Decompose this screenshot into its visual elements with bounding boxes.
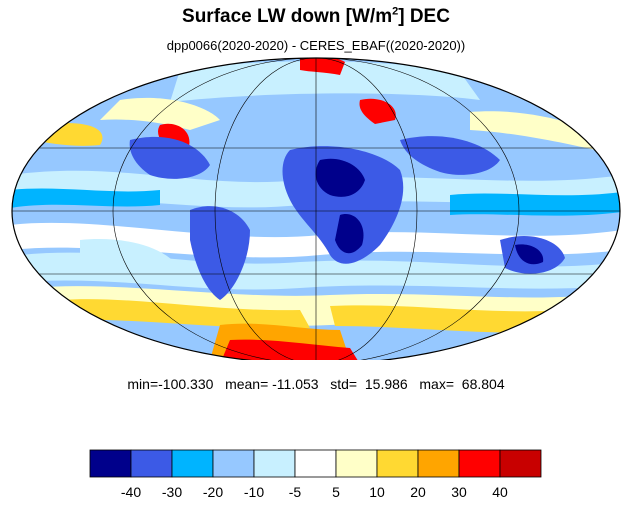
colorbar-label: -10	[244, 484, 264, 500]
title-tail: ] DEC	[398, 6, 450, 27]
colorbar-label: 40	[492, 484, 508, 500]
map-graticule	[12, 58, 620, 360]
title-superscript: 2	[392, 5, 399, 18]
plot-subtitle: dpp0066(2020-2020) - CERES_EBAF((2020-20…	[166, 38, 466, 53]
colorbar-label: -5	[289, 484, 302, 500]
map-border	[11, 57, 621, 360]
colorbar-label: -20	[203, 484, 223, 500]
plot-title: Surface LW down [W/m2] DEC	[0, 6, 632, 28]
colorbar-label: -40	[121, 484, 141, 500]
colorbar-swatch	[417, 449, 460, 478]
colorbar-swatch	[212, 449, 255, 478]
colorbar-label: 10	[369, 484, 385, 500]
colorbar-swatch	[253, 449, 296, 478]
colorbar-swatch	[458, 449, 501, 478]
colorbar-swatch	[499, 449, 542, 478]
colorbar-label: -30	[162, 484, 182, 500]
colorbar-swatch	[130, 449, 173, 478]
title-main: Surface LW down [W/m	[182, 6, 393, 27]
statistics-line: min=-100.330 mean= -11.053 std= 15.986 m…	[127, 376, 505, 392]
colorbar-swatch	[335, 449, 378, 478]
colorbar-swatch	[294, 449, 337, 478]
colorbar-swatch	[171, 449, 214, 478]
colorbar-label: 5	[332, 484, 340, 500]
colorbar-label: 20	[410, 484, 426, 500]
colorbar-label: 30	[451, 484, 467, 500]
colorbar-swatch	[376, 449, 419, 478]
world-map	[11, 57, 621, 360]
colorbar-swatch	[89, 449, 132, 478]
